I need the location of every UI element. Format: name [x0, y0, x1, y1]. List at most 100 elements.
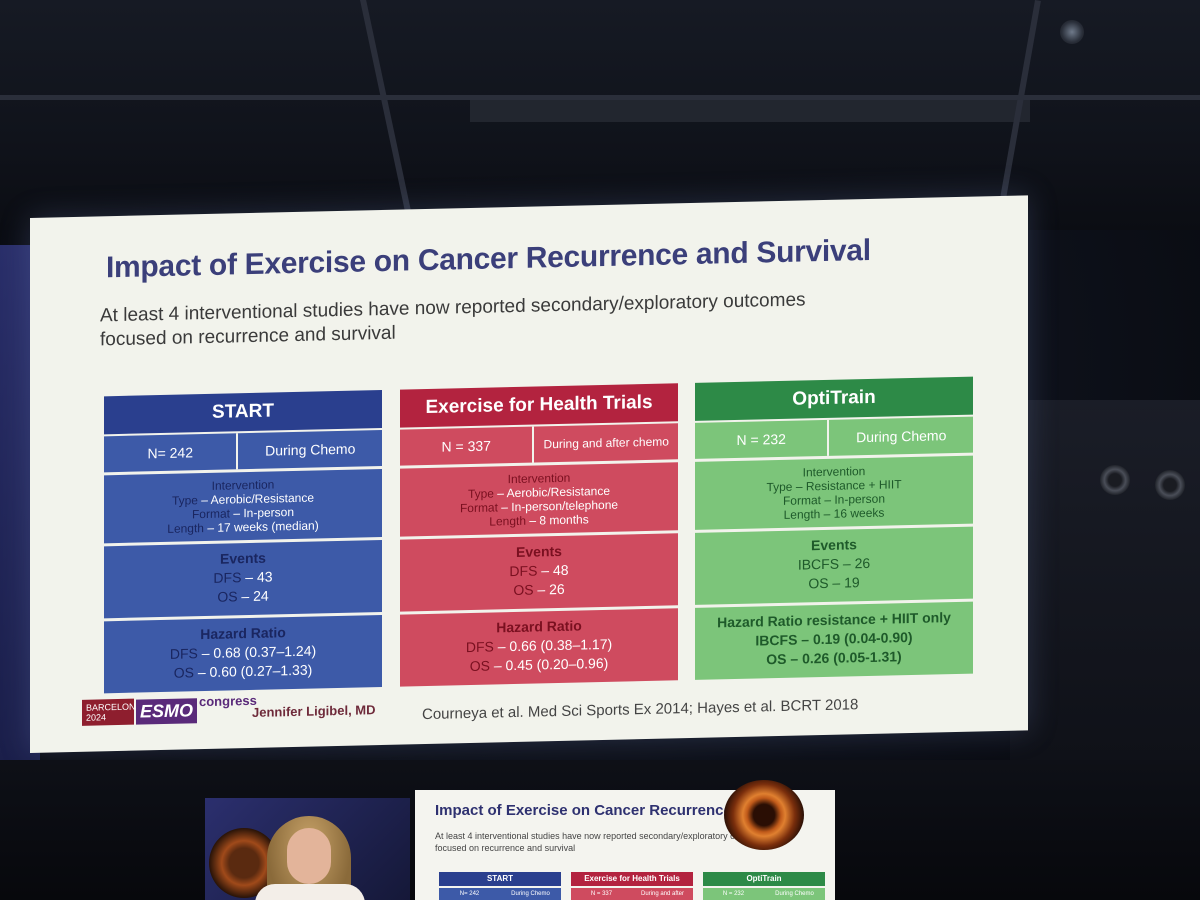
length-value: – 16 weeks — [820, 505, 885, 522]
format-label: Format — [459, 500, 498, 516]
format-label: Format — [191, 506, 230, 522]
slide-title: Impact of Exercise on Cancer Recurrence … — [106, 233, 871, 285]
event-value: – 24 — [237, 587, 269, 605]
hr-value: – 0.19 (0.04-0.90) — [797, 628, 913, 648]
esmo-logo: BARCELONA 2024 ESMO congress — [82, 693, 257, 726]
references: Courneya et al. Med Sci Sports Ex 2014; … — [422, 696, 859, 724]
format-value: – In-person — [820, 491, 886, 508]
mini-slide-subtitle: At least 4 interventional studies have n… — [435, 830, 815, 854]
speaker — [1100, 465, 1130, 495]
presenter-name: Jennifer Ligibel, MD — [252, 702, 376, 720]
projected-slide: Impact of Exercise on Cancer Recurrence … — [30, 195, 1028, 753]
sample-size: N = 337 — [400, 426, 535, 466]
study-sample-row: N = 337 During and after chemo — [400, 423, 678, 466]
speaker-video-screen — [205, 798, 410, 900]
logo-brand: ESMO — [136, 698, 198, 725]
hr-value: – 0.60 (0.27–1.33) — [193, 661, 313, 681]
length-label: Length — [167, 521, 204, 536]
hr-label: DFS — [465, 638, 494, 656]
study-column-start: START N= 242 During Chemo Intervention T… — [104, 390, 382, 694]
logo-word: congress — [199, 692, 257, 710]
mini-slide-title: Impact of Exercise on Cancer Recurrence … — [435, 802, 763, 819]
mini-n: N = 232 — [722, 891, 745, 897]
mini-timing: During Chemo — [511, 891, 550, 897]
mini-column: OptiTrain N = 232 During Chemo — [703, 872, 825, 900]
type-value: – Resistance + HIIT — [792, 477, 902, 494]
study-sample-row: N = 232 During Chemo — [695, 416, 973, 459]
mini-column: Exercise for Health Trials N = 337 During… — [571, 872, 693, 900]
hr-label: OS — [173, 664, 194, 681]
type-label: Type — [766, 479, 793, 495]
study-header: OptiTrain — [695, 376, 973, 421]
events-block: Events DFS – 43 OS – 24 — [104, 540, 382, 619]
mini-column-row: N = 232 During Chemo — [703, 888, 825, 900]
event-label: OS — [808, 574, 829, 592]
sample-size: N = 232 — [695, 419, 830, 459]
hr-label: OS — [766, 650, 787, 668]
event-label: OS — [513, 581, 534, 599]
format-label: Format — [782, 493, 821, 508]
speaker-body — [255, 884, 365, 900]
event-value: – 19 — [828, 574, 860, 591]
event-label: DFS — [213, 569, 242, 586]
hanging-lamp — [724, 780, 804, 850]
event-value: – 43 — [241, 568, 273, 586]
event-value: – 26 — [839, 554, 871, 572]
event-value: – 26 — [533, 580, 565, 598]
right-wall — [1010, 400, 1200, 760]
length-label: Length — [783, 507, 821, 522]
hr-value: – 0.26 (0.05-1.31) — [786, 648, 902, 667]
study-header: Exercise for Health Trials — [400, 383, 678, 428]
hazard-ratio-block: Hazard Ratio DFS – 0.68 (0.37–1.24) OS –… — [104, 615, 382, 694]
mini-column: START N= 242 During Chemo — [439, 872, 561, 900]
mini-subtitle-line: focused on recurrence and survival — [435, 843, 576, 853]
type-label: Type — [171, 493, 198, 508]
mini-subtitle-line: At least 4 interventional studies have n… — [435, 831, 741, 841]
mini-column-header: OptiTrain — [703, 872, 825, 886]
hazard-ratio-block: Hazard Ratio resistance + HIIT only IBCF… — [695, 601, 973, 680]
timing: During and after chemo — [543, 434, 669, 452]
mini-column-header: Exercise for Health Trials — [571, 872, 693, 886]
hazard-ratio-block: Hazard Ratio DFS – 0.66 (0.38–1.17) OS –… — [400, 608, 678, 687]
mini-timing: During Chemo — [775, 891, 814, 897]
study-sample-row: N= 242 During Chemo — [104, 430, 382, 473]
ceiling-truss — [0, 95, 1200, 100]
mini-n: N= 242 — [459, 891, 480, 897]
mini-timing: During and after chemo — [640, 891, 685, 897]
timing: During Chemo — [265, 440, 356, 459]
slide-subtitle: At least 4 interventional studies have n… — [100, 287, 860, 352]
length-value: – 17 weeks (median) — [203, 518, 319, 536]
intervention-block: Intervention Type – Aerobic/Resistance F… — [400, 462, 678, 537]
event-value: – 48 — [537, 561, 569, 579]
sample-size: N= 242 — [104, 433, 239, 473]
study-header: START — [104, 390, 382, 435]
hr-value: – 0.68 (0.37–1.24) — [197, 642, 317, 662]
events-block: Events DFS – 48 OS – 26 — [400, 533, 678, 612]
intervention-block: Intervention Type – Aerobic/Resistance F… — [104, 469, 382, 544]
mini-column-header: START — [439, 872, 561, 886]
event-label: IBCFS — [797, 555, 840, 573]
hr-label: IBCFS — [755, 631, 798, 649]
type-value: – Aerobic/Resistance — [197, 490, 315, 508]
length-value: – 8 months — [526, 512, 589, 528]
study-column-exercise-for-health: Exercise for Health Trials N = 337 Durin… — [400, 383, 678, 687]
timing: During Chemo — [856, 427, 947, 446]
mini-column-row: N= 242 During Chemo — [439, 888, 561, 900]
event-label: DFS — [509, 562, 538, 580]
format-value: – In-person/telephone — [497, 497, 619, 515]
hr-label: OS — [469, 657, 490, 675]
hr-value: – 0.45 (0.20–0.96) — [489, 654, 609, 674]
ceiling-truss — [470, 100, 1030, 122]
speaker-face — [287, 828, 331, 884]
speaker — [1155, 470, 1185, 500]
events-block: Events IBCFS – 26 OS – 19 — [695, 526, 973, 605]
type-label: Type — [467, 486, 494, 502]
format-value: – In-person — [229, 505, 295, 521]
length-label: Length — [489, 513, 526, 529]
intervention-block: Intervention Type – Resistance + HIIT Fo… — [695, 455, 973, 530]
hr-value: – 0.66 (0.38–1.17) — [493, 635, 613, 655]
mini-n: N = 337 — [590, 891, 613, 897]
event-label: OS — [217, 588, 238, 605]
ceiling-spotlight — [1060, 20, 1084, 44]
study-column-optitrain: OptiTrain N = 232 During Chemo Intervent… — [695, 376, 973, 680]
